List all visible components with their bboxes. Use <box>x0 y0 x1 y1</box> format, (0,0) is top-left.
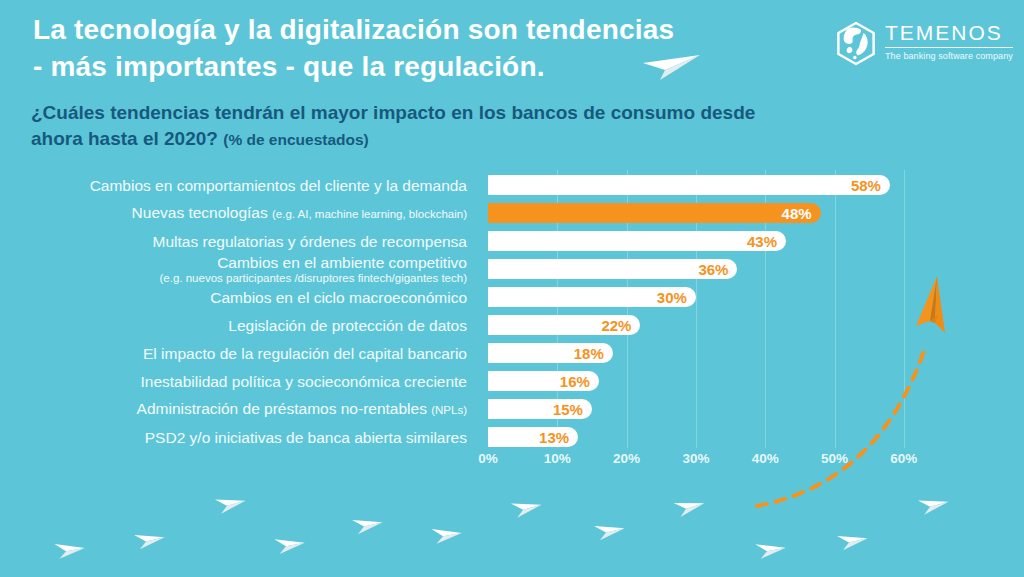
logo-rule <box>885 47 1013 48</box>
row-label: Multas regulatorias y órdenes de recompe… <box>0 234 478 249</box>
chart-row: Cambios en el ambiente competitivo(e.g. … <box>0 255 1024 283</box>
logo-name: TEMENOS <box>885 21 1013 44</box>
bar: 22% <box>488 315 640 335</box>
x-axis-tick-label: 40% <box>743 451 787 466</box>
x-axis: 0%10%20%30%40%50%60% <box>488 451 928 469</box>
paper-plane-icon <box>511 499 543 519</box>
row-label: El impacto de la regulación del capital … <box>0 346 478 361</box>
x-axis-tick-label: 50% <box>813 451 857 466</box>
temenos-globe-icon <box>836 21 876 66</box>
paper-plane-icon <box>755 542 786 560</box>
bar-value-label: 48% <box>782 205 812 222</box>
bar-value-label: 15% <box>553 401 583 418</box>
bottom-planes <box>54 495 949 560</box>
x-axis-tick-label: 60% <box>882 451 926 466</box>
row-label: PSD2 y/o iniciativas de banca abierta si… <box>0 430 478 445</box>
paper-plane-icon <box>918 496 950 516</box>
chart-row: El impacto de la regulación del capital … <box>0 339 1024 367</box>
paper-plane-icon <box>674 497 706 517</box>
chart-row: Cambios en comportamientos del cliente y… <box>0 171 1024 199</box>
bar-value-label: 13% <box>539 429 569 446</box>
bar: 58% <box>488 175 890 195</box>
bar: 13% <box>488 427 578 447</box>
row-label: Cambios en el ambiente competitivo(e.g. … <box>0 255 478 284</box>
bar-highlighted: 48% <box>488 203 821 223</box>
bar-value-label: 43% <box>747 233 777 250</box>
row-label: Cambios en comportamientos del cliente y… <box>0 178 478 193</box>
bar: 43% <box>488 231 786 251</box>
paper-plane-icon <box>837 532 869 551</box>
chart-rows: Cambios en comportamientos del cliente y… <box>0 171 1024 451</box>
chart-row: Inestabilidad política y socieconómica c… <box>0 367 1024 395</box>
paper-plane-icon <box>54 542 85 559</box>
chart-row: Cambios en el ciclo macroeconómico 30% <box>0 283 1024 311</box>
paper-plane-icon <box>215 495 247 515</box>
paper-plane-icon <box>594 522 626 541</box>
bar-value-label: 16% <box>560 373 590 390</box>
x-axis-tick-label: 20% <box>605 451 649 466</box>
chart-question: ¿Cuáles tendencias tendrán el mayor impa… <box>31 100 755 153</box>
chart-row: Administración de préstamos no-rentables… <box>0 395 1024 423</box>
bar-value-label: 22% <box>601 317 631 334</box>
row-label: Administración de préstamos no-rentables… <box>0 401 478 418</box>
bar: 30% <box>488 287 696 307</box>
page-title: La tecnología y la digitalización son te… <box>33 11 674 85</box>
row-label: Nuevas tecnologías (e.g. AI, machine lea… <box>0 205 478 222</box>
row-label: Legislación de protección de datos <box>0 318 478 333</box>
bar: 36% <box>488 259 737 279</box>
paper-plane-icon <box>431 527 462 544</box>
paper-plane-icon <box>352 516 384 535</box>
paper-plane-icon <box>274 537 305 555</box>
bar: 18% <box>488 343 613 363</box>
temenos-logo: TEMENOS The banking software company <box>836 21 1013 66</box>
logo-tagline: The banking software company <box>885 51 1013 61</box>
chart-row: Nuevas tecnologías (e.g. AI, machine lea… <box>0 199 1024 227</box>
chart-row: Multas regulatorias y órdenes de recompe… <box>0 227 1024 255</box>
bar-value-label: 36% <box>698 261 728 278</box>
x-axis-tick-label: 10% <box>535 451 579 466</box>
row-label: Cambios en el ciclo macroeconómico <box>0 290 478 305</box>
bar: 15% <box>488 399 592 419</box>
chart-row: Legislación de protección de datos 22% <box>0 311 1024 339</box>
paper-plane-icon <box>134 531 166 550</box>
bar-value-label: 18% <box>574 345 604 362</box>
bar: 16% <box>488 371 599 391</box>
bar-value-label: 58% <box>851 177 881 194</box>
x-axis-tick-label: 0% <box>466 451 510 466</box>
x-axis-tick-label: 30% <box>674 451 718 466</box>
bar-value-label: 30% <box>657 289 687 306</box>
row-label: Inestabilidad política y socieconómica c… <box>0 374 478 389</box>
chart-row: PSD2 y/o iniciativas de banca abierta si… <box>0 423 1024 451</box>
